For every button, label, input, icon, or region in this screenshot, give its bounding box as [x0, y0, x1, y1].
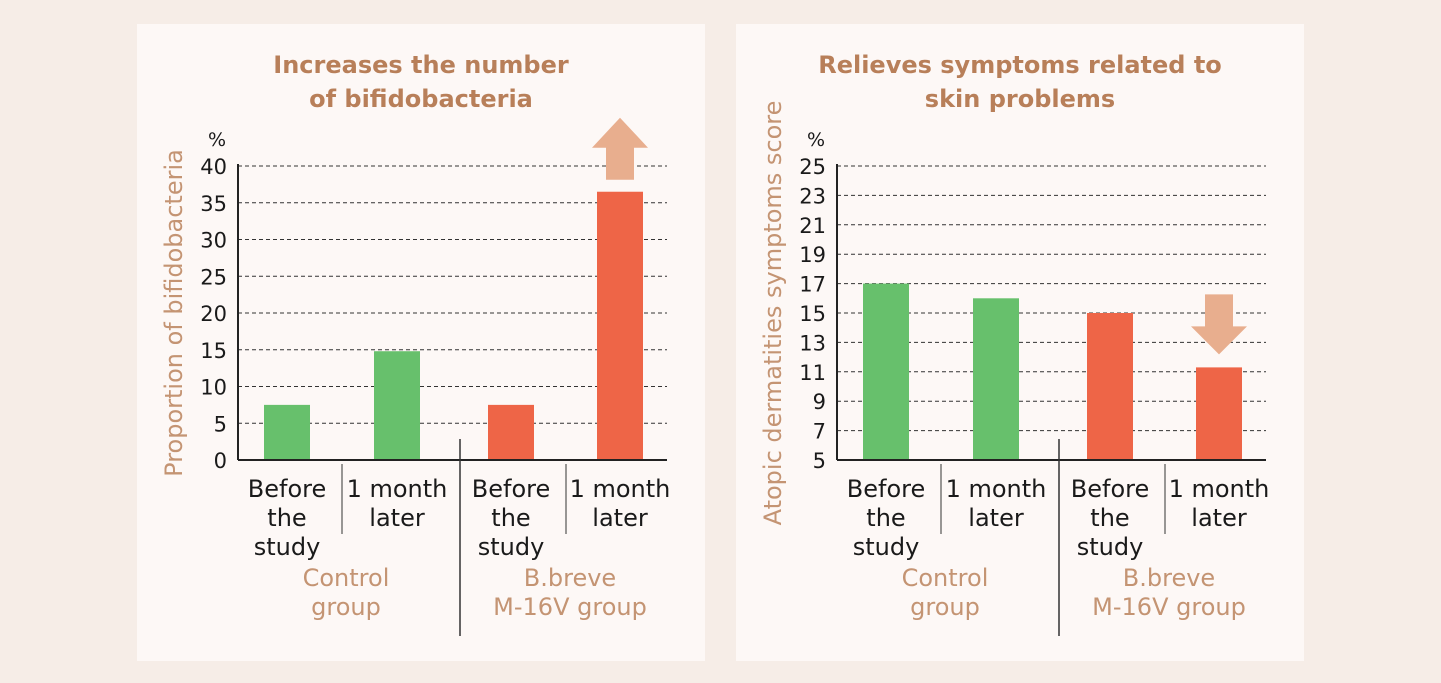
bar-control-0: [863, 283, 909, 460]
group-label-treatment: B.breve: [524, 564, 616, 592]
chart-title-line: Increases the number: [273, 51, 569, 79]
x-category-label: 1 month: [1169, 475, 1270, 503]
group-label-control: group: [910, 593, 980, 621]
x-category-label: 1 month: [946, 475, 1047, 503]
y-tick-label: 35: [200, 192, 227, 216]
x-category-label: later: [592, 504, 648, 532]
bar-control-0: [264, 404, 310, 460]
x-category-label: Before: [1071, 475, 1149, 503]
arrow-down-icon: [1191, 294, 1247, 355]
x-category-label: Before: [248, 475, 326, 503]
group-label-control: Control: [902, 564, 989, 592]
chart-panel-dermatitis: Relieves symptoms related to skin problem…: [736, 24, 1304, 661]
x-category-label: study: [1077, 533, 1144, 561]
y-tick-label: 23: [799, 184, 826, 208]
y-tick-label: 10: [200, 376, 227, 400]
x-category-label: study: [254, 533, 321, 561]
group-label-control: Control: [303, 564, 390, 592]
group-label-control: group: [311, 593, 381, 621]
y-tick-label: 13: [799, 331, 826, 355]
bar-treatment-2: [1087, 313, 1133, 460]
bar-treatment-3: [1196, 367, 1242, 460]
group-label-treatment: M-16V group: [493, 593, 647, 621]
x-category-label: 1 month: [347, 475, 448, 503]
y-tick-label: 15: [200, 339, 227, 363]
y-tick-label: 9: [813, 390, 826, 414]
group-label-treatment: B.breve: [1123, 564, 1215, 592]
x-category-label: study: [478, 533, 545, 561]
x-category-label: the: [491, 504, 530, 532]
x-category-label: later: [1191, 504, 1247, 532]
y-tick-label: 0: [214, 449, 227, 473]
y-tick-label: 17: [799, 273, 826, 297]
y-tick-label: 5: [813, 449, 826, 473]
chart-dermatitis-score: Relieves symptoms related to skin problem…: [759, 51, 1270, 636]
x-category-label: later: [968, 504, 1024, 532]
y-axis-label: Proportion of bifidobacteria: [160, 149, 188, 477]
arrow-up-icon: [592, 117, 648, 180]
bar-treatment-2: [488, 404, 534, 460]
y-tick-label: 19: [799, 243, 826, 267]
y-unit-label: %: [208, 129, 226, 151]
group-label-treatment: M-16V group: [1092, 593, 1246, 621]
bar-treatment-3: [597, 191, 643, 460]
x-category-label: study: [853, 533, 920, 561]
y-axis-label: Atopic dermatities symptoms score: [759, 101, 787, 526]
x-category-label: the: [1090, 504, 1129, 532]
y-tick-label: 40: [200, 155, 227, 179]
x-category-label: the: [267, 504, 306, 532]
x-category-label: Before: [472, 475, 550, 503]
y-tick-label: 21: [799, 214, 826, 238]
y-tick-label: 11: [799, 361, 826, 385]
chart-title-line: skin problems: [925, 85, 1115, 113]
y-unit-label: %: [807, 129, 825, 151]
y-tick-label: 15: [799, 302, 826, 326]
y-tick-label: 25: [200, 265, 227, 289]
y-tick-label: 30: [200, 229, 227, 253]
y-tick-label: 5: [214, 412, 227, 436]
y-tick-label: 25: [799, 155, 826, 179]
chart-title-line: Relieves symptoms related to: [818, 51, 1222, 79]
chart-bifidobacteria: Increases the number of bifidobacteria 0 5 1…: [160, 51, 671, 636]
chart-title-line: of bifidobacteria: [309, 85, 533, 113]
y-tick-label: 20: [200, 302, 227, 326]
x-category-label: 1 month: [570, 475, 671, 503]
chart-panel-bifidobacteria: Increases the number of bifidobacteria 0 5 1…: [137, 24, 705, 661]
x-category-label: later: [369, 504, 425, 532]
x-category-label: Before: [847, 475, 925, 503]
x-category-label: the: [866, 504, 905, 532]
bar-control-1: [973, 298, 1019, 460]
y-tick-label: 7: [813, 420, 826, 444]
bar-control-1: [374, 351, 420, 460]
